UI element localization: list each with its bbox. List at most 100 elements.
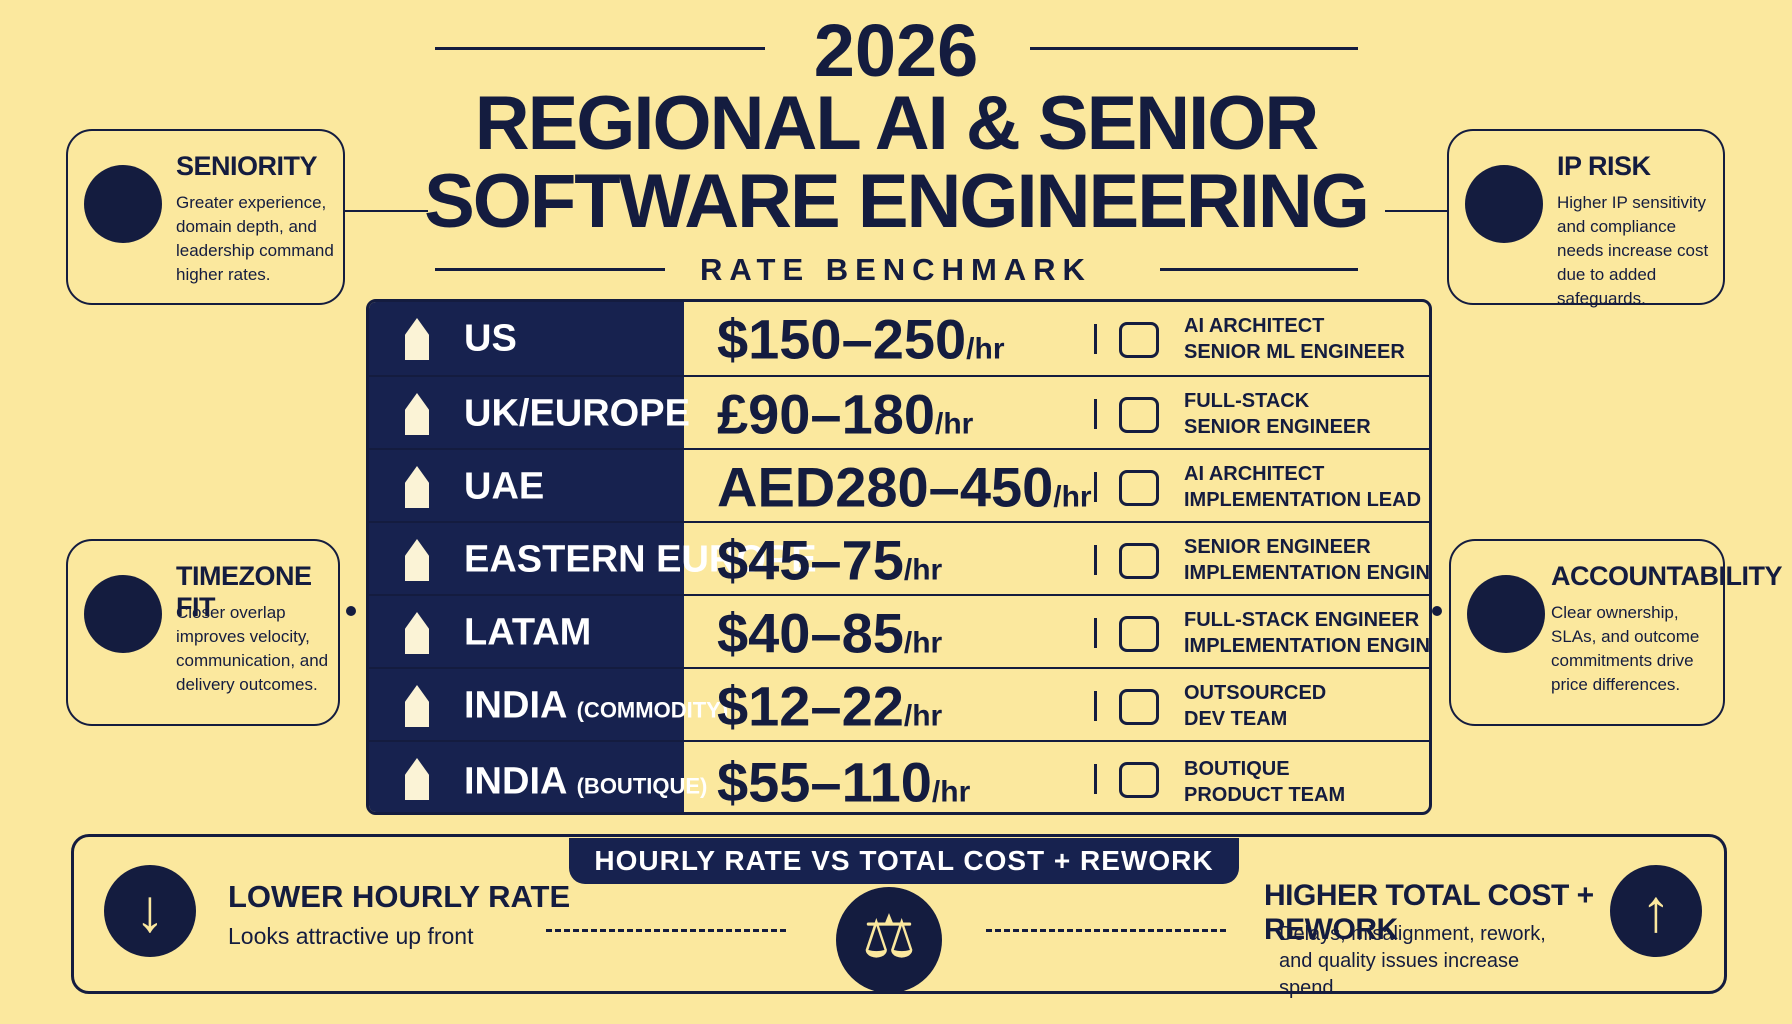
side-card: TIMEZONE FIT Closer overlap improves vel… <box>66 539 340 726</box>
region-cell: LATAM <box>369 596 684 669</box>
connector <box>1385 210 1447 212</box>
rate-cell: $45–75/hr <box>717 527 942 592</box>
separator <box>1094 764 1097 794</box>
footer-title: HIGHER TOTAL COST + REWORK <box>1264 879 1594 946</box>
region-cell: US <box>369 302 684 375</box>
role: AI ARCHITECT <box>1184 462 1325 485</box>
arrow <box>546 929 786 932</box>
role: AI ARCHITECT <box>1184 314 1325 337</box>
table-row: UAE AED280–450/hr AI ARCHITECT IMPLEMENTATI… <box>369 448 1429 523</box>
role: FULL-STACK ENGINEER <box>1184 608 1420 631</box>
rate: $45–75 <box>717 528 904 591</box>
footer-box: ↓ LOWER HOURLY RATE Looks attractive up … <box>71 834 1727 999</box>
region-icon <box>405 393 429 435</box>
rate-cell: $12–22/hr <box>717 673 942 738</box>
rate-unit: /hr <box>903 699 943 732</box>
footer-title: LOWER HOURLY RATE <box>228 879 571 914</box>
region-icon <box>405 685 429 727</box>
rate-unit: /hr <box>966 332 1005 365</box>
rule <box>435 47 765 50</box>
region-label: EASTERN EUROPE <box>464 538 817 581</box>
role: DEV TEAM <box>1184 707 1288 730</box>
connector <box>343 210 428 212</box>
card-text: Greater experience, domain depth, and le… <box>176 193 334 284</box>
year: 2026 <box>813 9 979 92</box>
rate-unit: /hr <box>931 775 971 809</box>
subtitle: RATE BENCHMARK <box>700 252 1092 287</box>
icon <box>84 165 162 243</box>
role-icon <box>1119 616 1159 652</box>
role: SENIOR ML ENGINEER <box>1184 340 1405 363</box>
roles: AI ARCHITECT IMPLEMENTATION LEAD <box>1184 461 1421 513</box>
roles: AI ARCHITECT SENIOR ML ENGINEER <box>1184 313 1405 365</box>
region-name: LATAM <box>464 611 592 653</box>
side-card: SENIORITY Greater experience, domain dep… <box>66 129 345 305</box>
role-icon <box>1119 543 1159 579</box>
rate: $12–22 <box>717 674 904 737</box>
roles: BOUTIQUE PRODUCT TEAM <box>1184 756 1345 808</box>
role: FULL-STACK <box>1184 389 1310 412</box>
table-row: UK/EUROPE £90–180/hr FULL-STACK SENIOR ENGI… <box>369 375 1429 450</box>
rate: £90–180 <box>717 382 936 445</box>
rate-table: US $150–250/hr AI ARCHITECT SENIOR ML ENGIN… <box>366 299 1432 815</box>
role: SENIOR ENGINEER <box>1184 535 1371 558</box>
region-label: UAE <box>464 465 544 508</box>
footer-text: Looks attractive up front <box>228 923 474 949</box>
card-text: Closer overlap improves velocity, commun… <box>176 603 329 694</box>
table-row: US $150–250/hr AI ARCHITECT SENIOR ML ENGIN… <box>369 302 1429 375</box>
separator <box>1094 472 1097 502</box>
region-cell: UAE <box>369 450 684 523</box>
region-icon <box>405 758 429 800</box>
region-cell: UK/EUROPE <box>369 377 690 450</box>
region-label: UK/EUROPE <box>464 392 690 435</box>
footer-text: Delays, misalignment, rework, and qualit… <box>1279 923 1546 999</box>
roles: FULL-STACK SENIOR ENGINEER <box>1184 388 1371 440</box>
region-cell: EASTERN EUROPE <box>369 523 817 596</box>
rule <box>1160 268 1358 271</box>
separator <box>1094 691 1097 721</box>
card-title: IP RISK <box>1557 151 1651 181</box>
separator <box>1094 618 1097 648</box>
rate-cell: $150–250/hr <box>717 306 1005 371</box>
rate-unit: /hr <box>903 553 943 586</box>
table-row: INDIA (BOUTIQUE) $55–110/hr BOUTIQUE PRODUC… <box>369 740 1429 814</box>
rate-cell: $40–85/hr <box>717 600 942 665</box>
separator <box>1094 399 1097 429</box>
region-icon <box>405 539 429 581</box>
rate-unit: /hr <box>903 626 943 659</box>
roles: SENIOR ENGINEER IMPLEMENTATION ENGINEER <box>1184 534 1429 586</box>
rate: AED280–450 <box>717 455 1054 518</box>
separator <box>1094 545 1097 575</box>
rate: $150–250 <box>717 307 967 370</box>
region-label: INDIA (COMMODITY) <box>464 684 728 727</box>
rule <box>435 268 665 271</box>
role: IMPLEMENTATION ENGINEER <box>1184 634 1430 657</box>
role-icon <box>1119 689 1159 725</box>
rate: $40–85 <box>717 601 904 664</box>
title-line: SOFTWARE ENGINEERING <box>424 159 1370 244</box>
region-label: LATAM <box>464 611 591 654</box>
table-row: EASTERN EUROPE $45–75/hr SENIOR ENGINEER IM… <box>369 521 1429 596</box>
down-icon: ↓ <box>104 865 196 957</box>
region-name: EASTERN EUROPE <box>464 538 817 580</box>
card-text: Clear ownership, SLAs, and outcome commi… <box>1551 603 1700 694</box>
region-label: US <box>464 317 517 360</box>
region-label: INDIA (BOUTIQUE) <box>464 761 707 804</box>
roles: OUTSOURCED DEV TEAM <box>1184 680 1326 732</box>
arrow <box>986 929 1226 932</box>
role: OUTSOURCED <box>1184 681 1327 704</box>
table-row: LATAM $40–85/hr FULL-STACK ENGINEER IMPLEME… <box>369 594 1429 669</box>
connector-dot <box>346 606 356 616</box>
rate: $55–110 <box>717 750 932 814</box>
region-name: UK/EUROPE <box>464 392 690 434</box>
card-text: Higher IP sensitivity and compliance nee… <box>1557 193 1709 308</box>
rate-cell: £90–180/hr <box>717 381 973 446</box>
card-title: TIMEZONE FIT <box>176 561 312 622</box>
rate-cell: AED280–450/hr <box>717 454 1092 519</box>
separator <box>1094 324 1097 354</box>
up-icon: ↑ <box>1610 865 1702 957</box>
region-qualifier: (COMMODITY) <box>576 697 729 722</box>
icon <box>84 575 162 653</box>
region-cell: INDIA (COMMODITY) <box>369 669 728 742</box>
